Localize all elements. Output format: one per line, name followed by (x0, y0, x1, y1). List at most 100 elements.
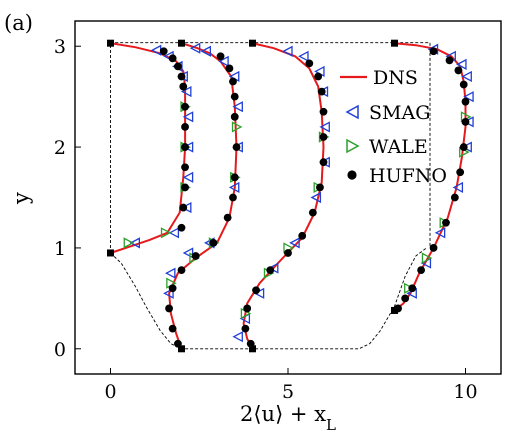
hufno-point (314, 72, 323, 81)
smag-point (289, 237, 300, 249)
legend-hufno-label: HUFNO (369, 165, 447, 187)
dns-profile-line (168, 42, 238, 350)
hufno-point (177, 223, 186, 232)
wall-point (178, 345, 185, 353)
hufno-point (246, 339, 255, 348)
x-axis-ticks: 0 5 10 (104, 368, 478, 403)
wall-point (391, 306, 398, 314)
wale-point (160, 227, 172, 239)
legend-smag-label: SMAG (369, 102, 430, 124)
panel-label: (a) (4, 11, 33, 35)
hufno-point (319, 158, 328, 167)
wall-point (178, 39, 185, 47)
dns-profile-line (393, 42, 467, 312)
hufno-point (225, 64, 234, 73)
hufno-point (454, 66, 463, 75)
hufno-point (401, 294, 410, 303)
hufno-point (179, 203, 188, 212)
hufno-point (243, 304, 252, 313)
hufno-point (230, 92, 239, 101)
hufno-point (181, 143, 189, 151)
hufno-point (429, 244, 438, 252)
x-tick-label: 5 (282, 381, 294, 403)
hufno-point (284, 249, 292, 257)
hufno-point (429, 47, 438, 56)
hufno-point (252, 286, 260, 295)
series-layer (107, 39, 474, 353)
smag-point (232, 331, 243, 343)
hufno-point (308, 208, 317, 217)
hufno-point (191, 252, 200, 260)
hufno-point (181, 163, 189, 172)
hufno-point (456, 168, 465, 177)
hufno-point (232, 143, 241, 151)
smag-point (164, 267, 176, 279)
hufno-point (216, 52, 225, 61)
wall-point (249, 345, 256, 353)
hufno-point (241, 324, 250, 333)
series-dns (107, 39, 467, 353)
hill-bottom-wall (110, 247, 427, 350)
wall-point (391, 39, 398, 47)
y-tick-label: 0 (54, 339, 66, 361)
smag-point (182, 171, 194, 183)
domain-boundary (110, 42, 431, 253)
smag-point (310, 191, 322, 204)
smag-point (319, 121, 330, 133)
hufno-point (229, 77, 237, 86)
smag-point (456, 58, 467, 70)
x-tick-label: 10 (453, 381, 477, 403)
hill-geometry (110, 42, 431, 350)
hufno-point (319, 133, 328, 141)
hufno-point (230, 112, 239, 121)
smag-point (180, 202, 192, 214)
y-tick-label: 2 (54, 137, 66, 159)
smag-point (182, 247, 194, 259)
series-wale (123, 101, 472, 320)
hufno-point (230, 173, 239, 182)
hufno-point (168, 54, 177, 63)
smag-point (232, 101, 243, 113)
wall-point (107, 39, 114, 47)
smag-point (182, 141, 194, 153)
smag-point (200, 45, 211, 57)
hufno-point (461, 117, 470, 126)
smag-point (298, 50, 309, 62)
hufno-point (229, 193, 237, 202)
y-tick-label: 1 (54, 238, 66, 260)
smag-point (282, 45, 293, 57)
smag-point (168, 227, 180, 239)
smag-point (182, 111, 194, 123)
hufno-point (450, 193, 459, 202)
hufno-point (408, 284, 417, 293)
hufno-point (319, 107, 328, 116)
legend-wale-label: WALE (369, 136, 428, 158)
wale-point (123, 237, 135, 249)
smag-point (180, 86, 192, 98)
smag-point (434, 227, 446, 239)
hufno-point (223, 213, 232, 222)
hufno-point (298, 231, 307, 240)
hufno-point (442, 218, 450, 227)
wale-point (231, 121, 243, 133)
hufno-point (181, 102, 189, 111)
smag-point (463, 116, 474, 128)
smag-point (129, 237, 140, 249)
hufno-point (316, 183, 324, 192)
y-axis-label: y (9, 192, 33, 205)
series-hufno (159, 47, 470, 348)
y-tick-label: 3 (54, 36, 66, 58)
hufno-point (305, 59, 314, 68)
smag-point (452, 181, 464, 193)
y-axis-ticks: 0 1 2 3 (54, 36, 81, 361)
hufno-point (165, 304, 173, 313)
hufno-point (266, 266, 275, 275)
hufno-point (168, 284, 177, 293)
hufno-point (168, 324, 177, 333)
hufno-point (461, 97, 470, 106)
hufno-point (317, 87, 326, 96)
smag-point (163, 287, 174, 299)
hufno-point (459, 80, 468, 89)
hufno-point (159, 47, 168, 56)
